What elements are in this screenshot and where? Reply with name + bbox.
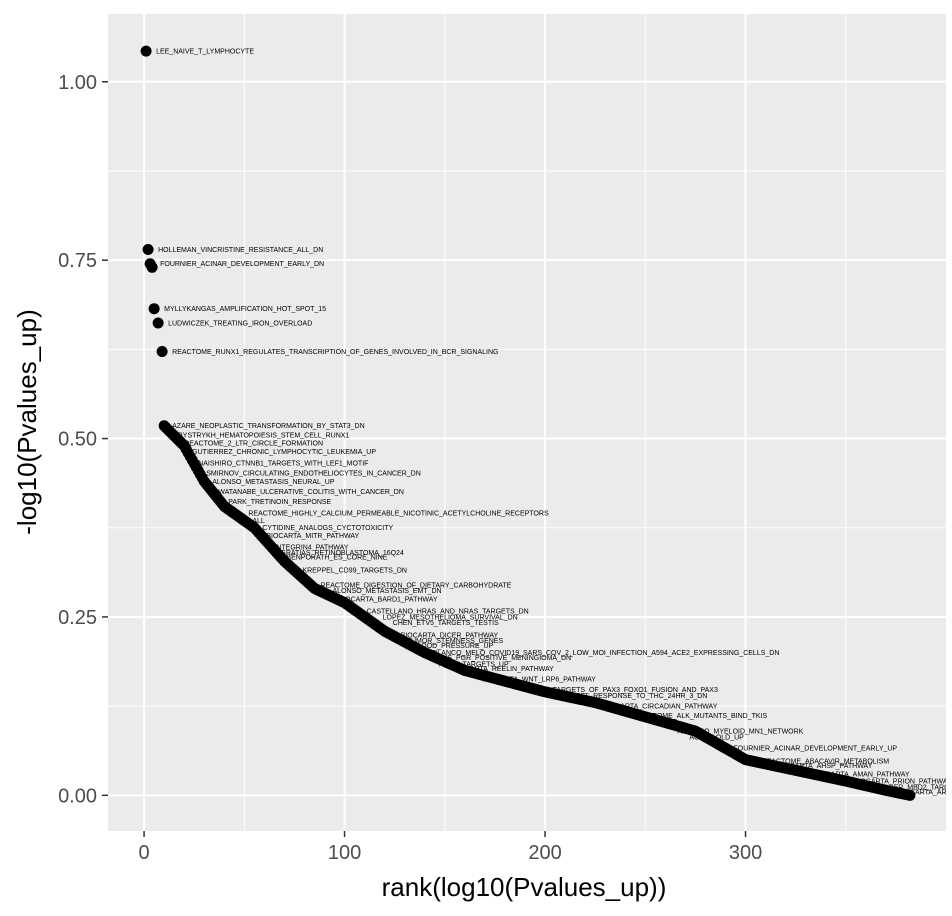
data-point	[152, 317, 164, 329]
point-label: BIOCARTA_WNT_LRP6_PATHWAY	[483, 677, 596, 684]
point-label: BIOCARTA_REELIN_PATHWAY	[453, 666, 554, 673]
point-label: BIOCARTA_AHSP_PATHWAY	[778, 763, 873, 770]
point-label: PARK_TRETINOIN_RESPONSE	[228, 499, 331, 506]
x-axis-ticks: 0 100 200 300	[139, 831, 762, 864]
data-point	[140, 45, 152, 57]
y-tick-label: 1.00	[58, 72, 97, 94]
point-label: HIF1A_TARGETS_UP	[439, 662, 509, 669]
labeled-points	[140, 45, 168, 358]
y-axis-ticks: 0.00 0.25 0.50 0.75 1.00	[58, 72, 108, 807]
point-label: BIOCARTA_CIRCADIAN_PATHWAY	[603, 704, 718, 711]
data-point	[146, 261, 158, 273]
point-label: BIOCARTA_AMAN_PATHWAY	[814, 771, 910, 778]
x-tick-label: 200	[528, 842, 561, 864]
point-label: LUDWICZEK_TREATING_IRON_OVERLOAD	[168, 320, 312, 327]
y-tick-label: 0.00	[58, 785, 97, 807]
point-label: CYTIDINE_ANALOGS_CYCTOTOXICITY	[262, 525, 393, 532]
point-label: GRATIAS_RETINOBLASTOMA_16Q24	[280, 550, 404, 557]
point-label: AMIKUBO_MYELOID_MN1_NETWORK	[677, 729, 803, 736]
point-label: REACTOME_2_LTR_CIRCLE_FORMATION	[184, 440, 323, 447]
point-labels: LEE_NAIVE_T_LYMPHOCYTE HOLLEMAN_VINCRISTI…	[156, 49, 952, 797]
point-label: BIOCARTA_PRION_PATHWAY	[854, 779, 952, 786]
y-tick-label: 0.50	[58, 429, 97, 451]
x-tick-label: 300	[729, 842, 762, 864]
point-label: BERGER_MBD2_TARGETS	[874, 784, 952, 791]
y-axis-title: -log10(Pvalues_up)	[12, 309, 42, 534]
data-point	[904, 789, 916, 801]
point-label: REACTOME_ALK_MUTANTS_BIND_TKIS	[633, 713, 767, 720]
point-label: BIOCARTA_DICER_PATHWAY	[401, 632, 499, 639]
point-label: BLANCO_MELO_COVID19_SARS_COV_2_LOW_MOI_I…	[433, 650, 780, 657]
x-axis-title: rank(log10(Pvalues_up))	[382, 872, 667, 902]
point-label: ALONSO_METASTASIS_NEURAL_UP	[212, 479, 335, 486]
point-label: HOLLEMAN_VINCRISTINE_RESISTANCE_ALL_DN	[158, 247, 323, 254]
point-label: FOURNIER_ACINAR_DEVELOPMENT_EARLY_DN	[160, 261, 324, 268]
point-label: TUMOR_STEMNESS_GENES	[407, 638, 504, 645]
point-label: BENPORATH_ES_CORE_NINE	[286, 555, 387, 562]
point-label: BIOCARTA_ARAP_PATHWAY	[898, 789, 952, 796]
point-label: CASTELLANO_HRAS_AND_NRAS_TARGETS_DN	[367, 609, 529, 616]
point-label: REACTOME_ABACAVIR_METABOLISM	[762, 759, 890, 766]
point-label: WATANABE_ULCERATIVE_COLITIS_WITH_CANCER_…	[218, 489, 404, 496]
y-tick-label: 0.75	[58, 250, 97, 272]
y-tick-label: 0.25	[58, 607, 97, 629]
point-label: BLOOD_PRESSURE_UP	[413, 643, 494, 650]
point-label: INTEGRIN4_PATHWAY	[274, 545, 348, 552]
point-label: CLAUS_PGR_POSITIVE_MENINGIOMA_DN	[429, 655, 571, 662]
point-label: MYLLYKANGAS_AMPLIFICATION_HOT_SPOT_15	[164, 306, 326, 313]
point-label: CAFFAREL_RESPONSE_TO_THC_24HR_3_DN	[553, 693, 707, 700]
point-label: LEE_NAIVE_T_LYMPHOCYTE	[156, 49, 254, 56]
data-point	[142, 243, 154, 255]
point-label: FOURNIER_ACINAR_DEVELOPMENT_EARLY_UP	[733, 746, 897, 753]
point-label: AGING_OLD_UP	[689, 734, 744, 741]
point-label: BIOCARTA_BARD1_PATHWAY	[339, 597, 438, 604]
point-label: AZARE_NEOPLASTIC_TRANSFORMATION_BY_STAT3…	[172, 423, 365, 430]
point-label: SMIRNOV_CIRCULATING_ENDOTHELIOCYTES_IN_C…	[206, 470, 421, 477]
point-label: REACTOME_RUNX1_REGULATES_TRANSCRIPTION_O…	[172, 349, 498, 356]
point-label: BEGUM_TARGETS_OF_PAX3_FOXO1_FUSION_AND_P…	[523, 687, 718, 694]
point-label: BYSTRYKH_HEMATOPOIESIS_STEM_CELL_RUNX1	[178, 432, 349, 439]
point-label: REACTOME_HIGHLY_CALCIUM_PERMEABLE_NICOTI…	[248, 510, 549, 517]
plot-panel	[108, 14, 946, 831]
point-label: ALONSO_METASTASIS_EMT_DN	[333, 588, 442, 595]
point-label: BIOCARTA_MITR_PATHWAY	[266, 533, 359, 540]
data-point	[156, 346, 168, 358]
curve-points	[158, 420, 916, 801]
data-point	[148, 303, 160, 315]
point-label: CHEN_ETV5_TARGETS_TESTIS	[393, 620, 499, 627]
point-label: LOPEZ_MESOTHELIOMA_SURVIVAL_DN	[383, 614, 518, 621]
point-label: KREPPEL_CD99_TARGETS_DN	[302, 567, 407, 574]
point-label: REACTOME_DIGESTION_OF_DIETARY_CARBOHYDRA…	[320, 582, 511, 589]
point-label: ALL	[252, 518, 265, 525]
point-label: GUTIERREZ_CHRONIC_LYMPHOCYTIC_LEUKEMIA_U…	[192, 449, 376, 456]
point-label: NAISHIRO_CTNNB1_TARGETS_WITH_LEF1_MOTIF	[198, 460, 368, 467]
x-tick-label: 0	[139, 842, 150, 864]
x-tick-label: 100	[328, 842, 361, 864]
